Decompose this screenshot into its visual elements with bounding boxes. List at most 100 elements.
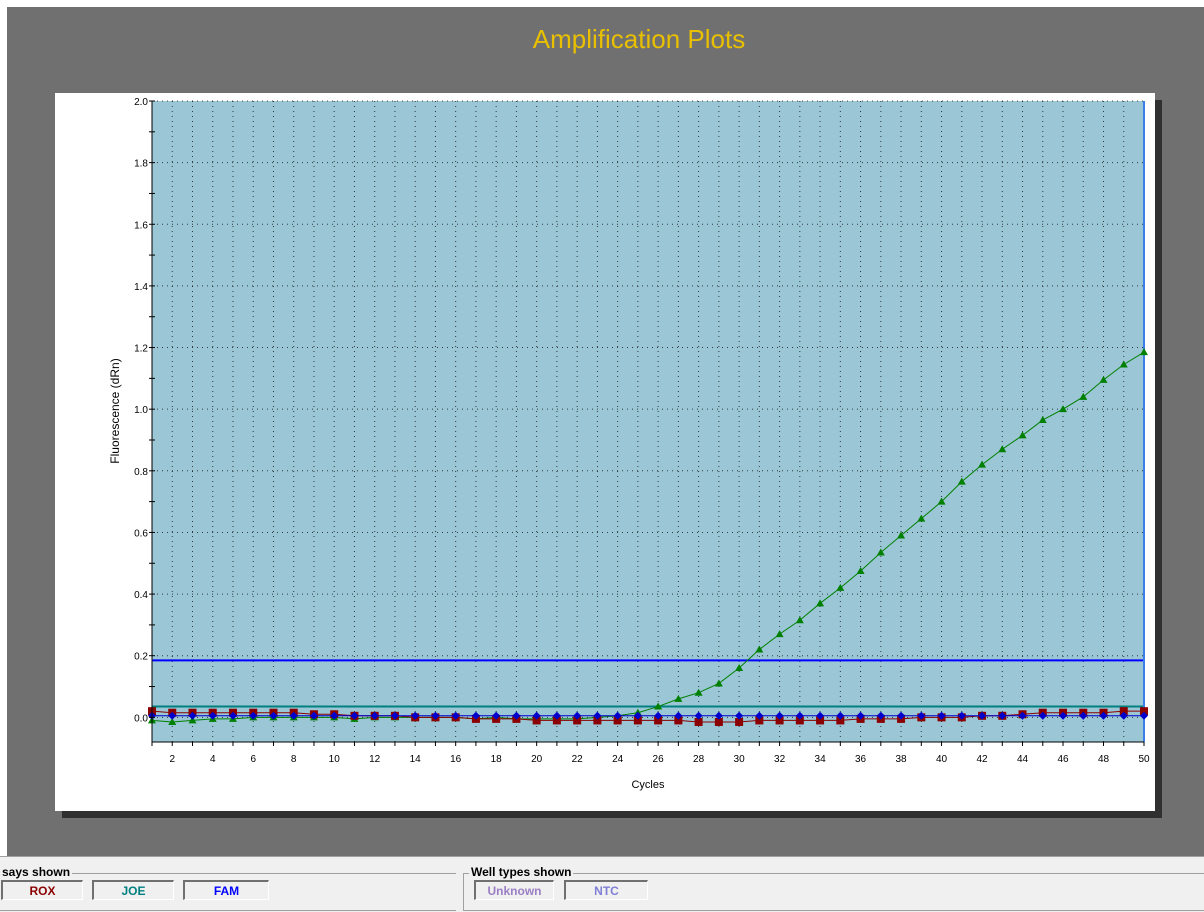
data-point bbox=[633, 716, 642, 725]
x-tick-label: 46 bbox=[1057, 754, 1069, 765]
data-point bbox=[998, 445, 1007, 453]
x-tick-label: 42 bbox=[976, 754, 988, 765]
data-point bbox=[674, 716, 683, 725]
data-point bbox=[856, 711, 865, 720]
data-point bbox=[168, 717, 177, 725]
data-point bbox=[795, 616, 804, 624]
x-tick-label: 14 bbox=[410, 754, 422, 765]
data-point bbox=[1018, 431, 1027, 439]
y-axis-label: Fluorescence (dRn) bbox=[108, 358, 122, 463]
data-point bbox=[390, 711, 399, 720]
data-point bbox=[735, 717, 744, 726]
data-point bbox=[795, 711, 804, 720]
x-tick-label: 40 bbox=[936, 754, 948, 765]
assays-group-title: says shown bbox=[0, 865, 73, 879]
data-point bbox=[714, 717, 723, 726]
data-point bbox=[957, 711, 966, 720]
data-point bbox=[856, 566, 865, 574]
y-tick-label: 1.6 bbox=[134, 220, 148, 231]
y-tick-label: 0.8 bbox=[134, 467, 148, 478]
x-tick-label: 48 bbox=[1098, 754, 1110, 765]
y-tick-label: 1.8 bbox=[134, 159, 148, 170]
filter-bar: says shown ROX JOE FAM Well types shown Un… bbox=[0, 856, 1204, 912]
data-point bbox=[289, 711, 298, 720]
x-tick-label: 34 bbox=[815, 754, 827, 765]
data-point bbox=[755, 711, 764, 720]
y-tick-label: 1.4 bbox=[134, 282, 148, 293]
data-point bbox=[411, 711, 420, 720]
data-point bbox=[633, 711, 642, 720]
data-point bbox=[937, 711, 946, 720]
amplification-chart[interactable]: 0.00.20.40.60.81.01.21.41.61.82.02 4 6 8 10 1… bbox=[0, 0, 1204, 856]
data-point bbox=[330, 711, 339, 720]
data-point bbox=[1038, 711, 1047, 720]
data-point bbox=[1140, 707, 1148, 716]
well-types-group: Well types shown Unknown NTC bbox=[463, 865, 1204, 911]
data-point bbox=[573, 711, 582, 720]
data-point bbox=[188, 716, 197, 724]
x-tick-label: 10 bbox=[329, 754, 341, 765]
data-point bbox=[613, 711, 622, 720]
x-axis-label: Cycles bbox=[631, 779, 665, 791]
x-tick-label: 6 bbox=[250, 754, 256, 765]
data-point bbox=[451, 711, 460, 720]
y-tick-label: 0.6 bbox=[134, 528, 148, 539]
data-point bbox=[1099, 711, 1108, 720]
plot-area bbox=[152, 101, 1145, 742]
data-point bbox=[917, 514, 926, 522]
data-point bbox=[897, 531, 906, 539]
data-point bbox=[1140, 711, 1148, 720]
data-point bbox=[350, 711, 359, 720]
data-point bbox=[532, 711, 541, 720]
data-point bbox=[775, 716, 784, 725]
well-type-unknown-toggle[interactable]: Unknown bbox=[474, 880, 554, 900]
data-point bbox=[1140, 348, 1148, 356]
assay-joe-toggle[interactable]: JOE bbox=[92, 880, 174, 900]
y-tick-label: 1.2 bbox=[134, 344, 148, 355]
data-point bbox=[694, 688, 703, 696]
data-point bbox=[876, 711, 885, 720]
data-point bbox=[694, 711, 703, 720]
data-point bbox=[816, 599, 825, 607]
data-point bbox=[735, 664, 744, 672]
data-point bbox=[431, 711, 440, 720]
x-tick-label: 44 bbox=[1017, 754, 1029, 765]
plot-window: Amplification Plots 0.0 0.2 0.4 0.6 0.8 1.0 1.… bbox=[0, 0, 1204, 856]
data-point bbox=[836, 716, 845, 725]
data-point bbox=[795, 716, 804, 725]
data-point bbox=[816, 716, 825, 725]
data-point bbox=[208, 711, 217, 720]
x-tick-label: 4 bbox=[210, 754, 216, 765]
data-point bbox=[917, 711, 926, 720]
data-point bbox=[714, 711, 723, 720]
data-point bbox=[593, 711, 602, 720]
x-tick-label: 50 bbox=[1138, 754, 1150, 765]
data-point bbox=[714, 679, 723, 687]
x-tick-label: 12 bbox=[369, 754, 381, 765]
data-point bbox=[957, 477, 966, 485]
data-point bbox=[613, 716, 622, 725]
data-point bbox=[1079, 711, 1088, 720]
x-tick-label: 16 bbox=[450, 754, 462, 765]
data-point bbox=[1119, 711, 1128, 720]
data-point bbox=[674, 711, 683, 720]
data-point bbox=[471, 711, 480, 720]
data-point bbox=[735, 711, 744, 720]
data-point bbox=[1018, 711, 1027, 720]
data-point bbox=[836, 583, 845, 591]
data-point bbox=[1059, 405, 1068, 413]
x-tick-label: 24 bbox=[612, 754, 624, 765]
data-point bbox=[1038, 415, 1047, 423]
data-point bbox=[512, 711, 521, 720]
data-point bbox=[573, 716, 582, 725]
x-tick-label: 18 bbox=[491, 754, 503, 765]
well-type-ntc-toggle[interactable]: NTC bbox=[564, 880, 648, 900]
data-point bbox=[1119, 360, 1128, 368]
data-point bbox=[593, 716, 602, 725]
x-tick-label: 36 bbox=[855, 754, 867, 765]
assay-rox-toggle[interactable]: ROX bbox=[1, 880, 83, 900]
data-point bbox=[694, 717, 703, 726]
data-point bbox=[370, 711, 379, 720]
assay-fam-toggle[interactable]: FAM bbox=[183, 880, 269, 900]
assays-group: says shown ROX JOE FAM bbox=[0, 865, 456, 911]
